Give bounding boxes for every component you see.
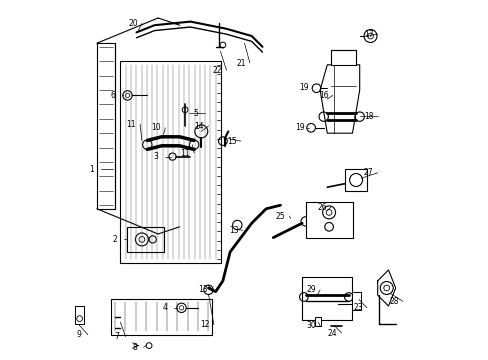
Text: 5: 5 (193, 109, 198, 118)
Bar (314, 317, 321, 326)
Text: 10: 10 (151, 123, 161, 132)
Text: 8: 8 (132, 343, 137, 352)
Text: 3: 3 (154, 152, 159, 161)
Text: 2: 2 (112, 235, 117, 244)
Text: 30: 30 (305, 321, 315, 330)
Text: 27: 27 (363, 168, 373, 177)
Text: 6: 6 (110, 91, 115, 100)
Text: 20: 20 (128, 19, 138, 28)
Text: 22: 22 (212, 66, 222, 75)
Text: 25: 25 (275, 212, 285, 220)
Text: 19: 19 (299, 83, 308, 92)
Text: 12: 12 (200, 320, 209, 329)
Text: 17: 17 (363, 30, 373, 39)
Text: 14: 14 (194, 122, 204, 131)
Text: 26: 26 (316, 202, 326, 212)
Bar (302, 277, 352, 320)
Bar (120, 61, 221, 263)
Text: 11: 11 (180, 149, 189, 158)
Text: 29: 29 (305, 285, 315, 294)
Text: 7: 7 (114, 332, 119, 341)
Bar (345, 169, 366, 191)
Text: 23: 23 (352, 303, 362, 312)
Bar (127, 227, 163, 252)
Text: 28: 28 (388, 297, 398, 306)
Text: 13: 13 (228, 226, 238, 235)
Bar (111, 299, 212, 335)
Text: 19: 19 (295, 123, 305, 132)
Text: 9: 9 (76, 330, 81, 339)
Text: 11: 11 (126, 120, 136, 129)
Text: 16: 16 (318, 91, 328, 100)
Bar (305, 202, 352, 238)
Text: 1: 1 (89, 165, 94, 174)
Text: 18: 18 (363, 112, 373, 121)
Text: 4: 4 (163, 303, 167, 312)
Text: 13: 13 (198, 285, 207, 294)
Bar (75, 306, 84, 324)
Bar (352, 292, 361, 310)
Text: 24: 24 (327, 328, 337, 338)
Text: 15: 15 (226, 137, 236, 146)
Bar (330, 50, 355, 65)
Text: 21: 21 (236, 59, 245, 68)
